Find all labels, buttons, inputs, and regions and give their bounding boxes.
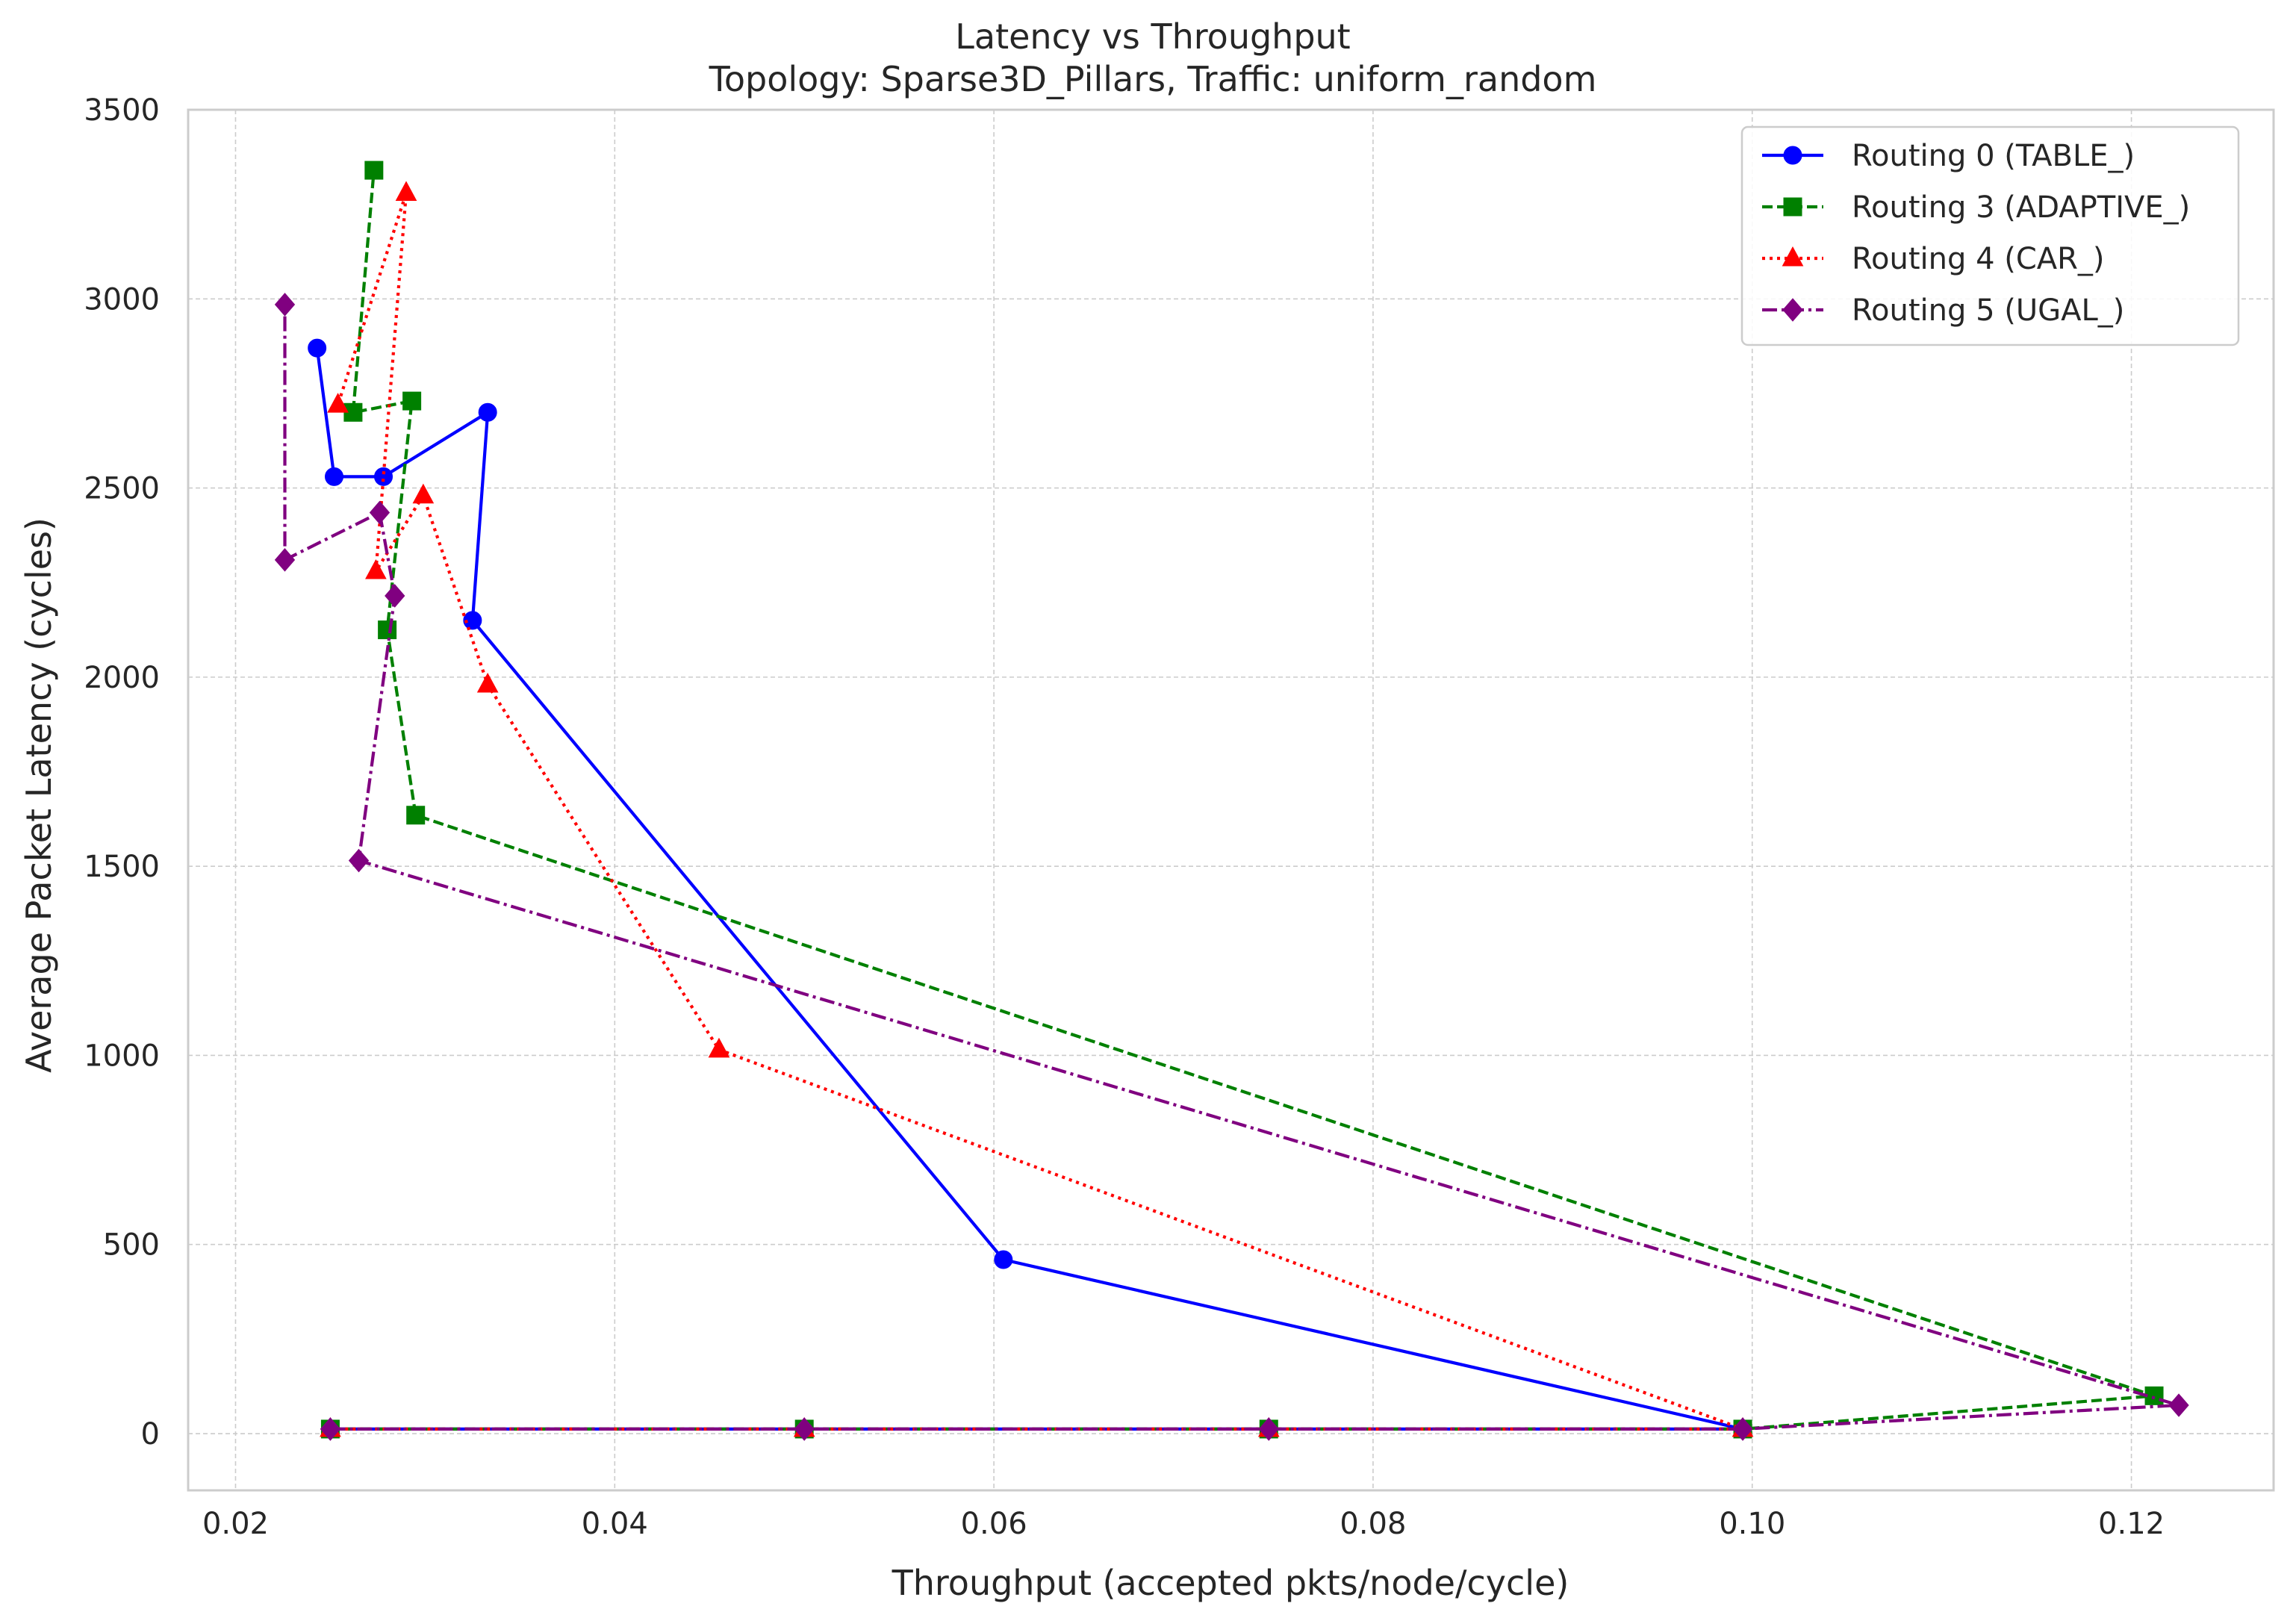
legend-label: Routing 0 (TABLE_) (1852, 139, 2135, 173)
x-tick-label: 0.02 (202, 1507, 269, 1541)
series-3 (274, 293, 2189, 1441)
y-tick-label: 3500 (84, 93, 160, 128)
legend-box (1740, 125, 2240, 346)
legend-label: Routing 5 (UGAL_) (1852, 293, 2124, 328)
legend-label: Routing 3 (ADAPTIVE_) (1852, 190, 2190, 225)
data-point (364, 161, 384, 180)
data-point (2168, 1393, 2189, 1417)
data-point (412, 483, 435, 504)
data-point (369, 500, 391, 525)
data-point (374, 467, 393, 486)
data-point (463, 611, 482, 630)
legend: Routing 0 (TABLE_) Routing 3 (ADAPTIVE_) R… (1740, 125, 2240, 346)
y-tick-label: 500 (103, 1228, 160, 1263)
x-tick-label: 0.04 (582, 1507, 648, 1541)
data-point (327, 393, 349, 413)
x-axis-label: Throughput (accepted pkts/node/cycle) (892, 1563, 1569, 1603)
series-line (283, 304, 2181, 1431)
plot-area-frame (187, 108, 2275, 1492)
data-point (320, 1417, 341, 1441)
data-point (395, 181, 417, 201)
y-tick-label: 2000 (84, 661, 160, 695)
data-point (406, 806, 426, 825)
y-tick-label: 1500 (84, 850, 160, 884)
data-point (308, 338, 327, 358)
y-axis-label: Average Packet Latency (cycles) (19, 517, 59, 1073)
series-line (330, 191, 1745, 1431)
series-layer (274, 161, 2189, 1441)
data-point (378, 620, 397, 640)
data-point (476, 672, 499, 693)
x-tick-label: 0.12 (2098, 1507, 2165, 1541)
data-point (325, 467, 344, 486)
data-point (708, 1037, 730, 1058)
legend-label: Routing 4 (CAR_) (1852, 242, 2105, 276)
legend-marker (1782, 298, 1803, 322)
data-point (348, 848, 370, 873)
data-point (478, 402, 497, 422)
data-point (365, 559, 387, 579)
y-tick-label: 1000 (84, 1039, 160, 1073)
legend-entries: Routing 0 (TABLE_) Routing 3 (ADAPTIVE_) R… (1762, 139, 2190, 328)
x-tick-label: 0.10 (1719, 1507, 1785, 1541)
data-point (274, 548, 296, 572)
data-point (1258, 1417, 1279, 1441)
chart-title: Latency vs Throughput (955, 16, 1350, 57)
data-point (1732, 1417, 1753, 1441)
data-point (794, 1417, 815, 1441)
x-tick-label: 0.08 (1340, 1507, 1406, 1541)
legend-marker (1783, 197, 1802, 217)
y-tick-label: 3000 (84, 282, 160, 317)
data-point (274, 293, 296, 317)
data-point (994, 1250, 1013, 1269)
tick-labels: 0.02 0.04 0.06 0.08 0.10 0.12 0 500 1000 1500 2000… (84, 93, 2165, 1541)
chart-subtitle: Topology: Sparse3D_Pillars, Traffic: uni… (709, 59, 1597, 99)
data-point (402, 391, 422, 411)
x-tick-label: 0.06 (961, 1507, 1027, 1541)
y-tick-label: 2500 (84, 472, 160, 506)
data-point (2144, 1386, 2164, 1405)
data-point (385, 584, 405, 608)
legend-marker (1782, 246, 1804, 267)
legend-marker (1783, 146, 1802, 165)
y-tick-label: 0 (141, 1417, 160, 1452)
